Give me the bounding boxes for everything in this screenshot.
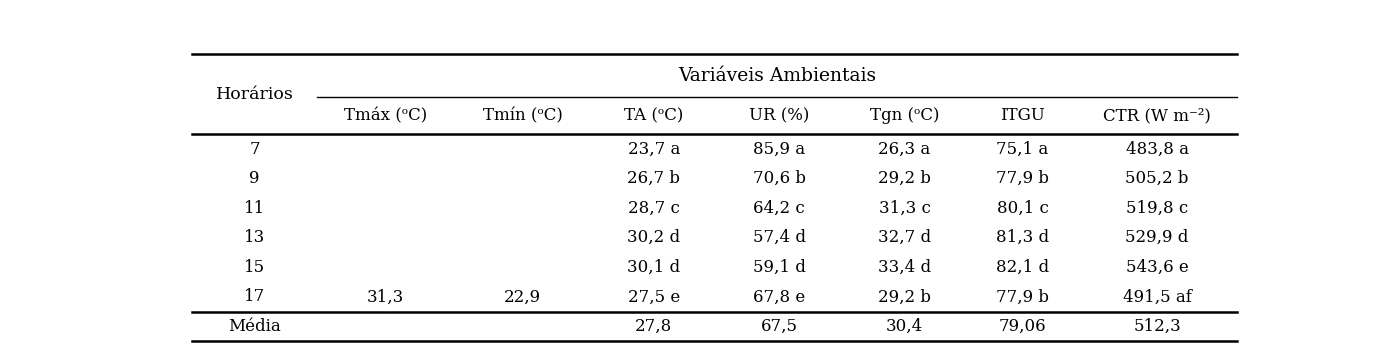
Text: 17: 17: [244, 289, 265, 306]
Text: 543,6 e: 543,6 e: [1126, 259, 1188, 276]
Text: 26,7 b: 26,7 b: [628, 170, 680, 187]
Text: 70,6 b: 70,6 b: [752, 170, 806, 187]
Text: 22,9: 22,9: [504, 289, 541, 306]
Text: Variáveis Ambientais: Variáveis Ambientais: [678, 66, 876, 85]
Text: 33,4 d: 33,4 d: [878, 259, 932, 276]
Text: 27,5 e: 27,5 e: [628, 289, 680, 306]
Text: 15: 15: [244, 259, 265, 276]
Text: 79,06: 79,06: [999, 318, 1046, 335]
Text: 519,8 c: 519,8 c: [1126, 200, 1188, 217]
Text: 57,4 d: 57,4 d: [752, 229, 806, 246]
Text: 512,3: 512,3: [1133, 318, 1181, 335]
Text: Média: Média: [228, 318, 280, 335]
Text: 85,9 a: 85,9 a: [753, 141, 806, 158]
Text: Tmín (ᵒC): Tmín (ᵒC): [483, 107, 563, 124]
Text: 491,5 af: 491,5 af: [1123, 289, 1191, 306]
Text: Tmáx (ᵒC): Tmáx (ᵒC): [344, 107, 428, 124]
Text: 81,3 d: 81,3 d: [996, 229, 1049, 246]
Text: 64,2 c: 64,2 c: [753, 200, 805, 217]
Text: 7: 7: [250, 141, 259, 158]
Text: 31,3 c: 31,3 c: [879, 200, 930, 217]
Text: 30,1 d: 30,1 d: [628, 259, 680, 276]
Text: 30,4: 30,4: [886, 318, 923, 335]
Text: 80,1 c: 80,1 c: [996, 200, 1049, 217]
Text: 529,9 d: 529,9 d: [1126, 229, 1188, 246]
Text: 23,7 a: 23,7 a: [628, 141, 680, 158]
Text: 483,8 a: 483,8 a: [1126, 141, 1188, 158]
Text: Horários: Horários: [215, 86, 294, 103]
Text: UR (%): UR (%): [749, 107, 810, 124]
Text: 29,2 b: 29,2 b: [878, 170, 932, 187]
Text: ITGU: ITGU: [1000, 107, 1045, 124]
Text: 82,1 d: 82,1 d: [996, 259, 1049, 276]
Text: 77,9 b: 77,9 b: [996, 289, 1049, 306]
Text: 77,9 b: 77,9 b: [996, 170, 1049, 187]
Text: 27,8: 27,8: [635, 318, 672, 335]
Text: Tgn (ᵒC): Tgn (ᵒC): [869, 107, 940, 124]
Text: 13: 13: [244, 229, 265, 246]
Text: 32,7 d: 32,7 d: [878, 229, 932, 246]
Text: 31,3: 31,3: [367, 289, 404, 306]
Text: 75,1 a: 75,1 a: [996, 141, 1049, 158]
Text: 505,2 b: 505,2 b: [1125, 170, 1190, 187]
Text: 67,5: 67,5: [760, 318, 798, 335]
Text: 28,7 c: 28,7 c: [628, 200, 680, 217]
Text: 9: 9: [250, 170, 259, 187]
Text: TA (ᵒC): TA (ᵒC): [624, 107, 683, 124]
Text: 67,8 e: 67,8 e: [753, 289, 806, 306]
Text: CTR (W m⁻²): CTR (W m⁻²): [1103, 107, 1212, 124]
Text: 11: 11: [244, 200, 265, 217]
Text: 26,3 a: 26,3 a: [879, 141, 930, 158]
Text: 59,1 d: 59,1 d: [752, 259, 806, 276]
Text: 29,2 b: 29,2 b: [878, 289, 932, 306]
Text: 30,2 d: 30,2 d: [628, 229, 680, 246]
